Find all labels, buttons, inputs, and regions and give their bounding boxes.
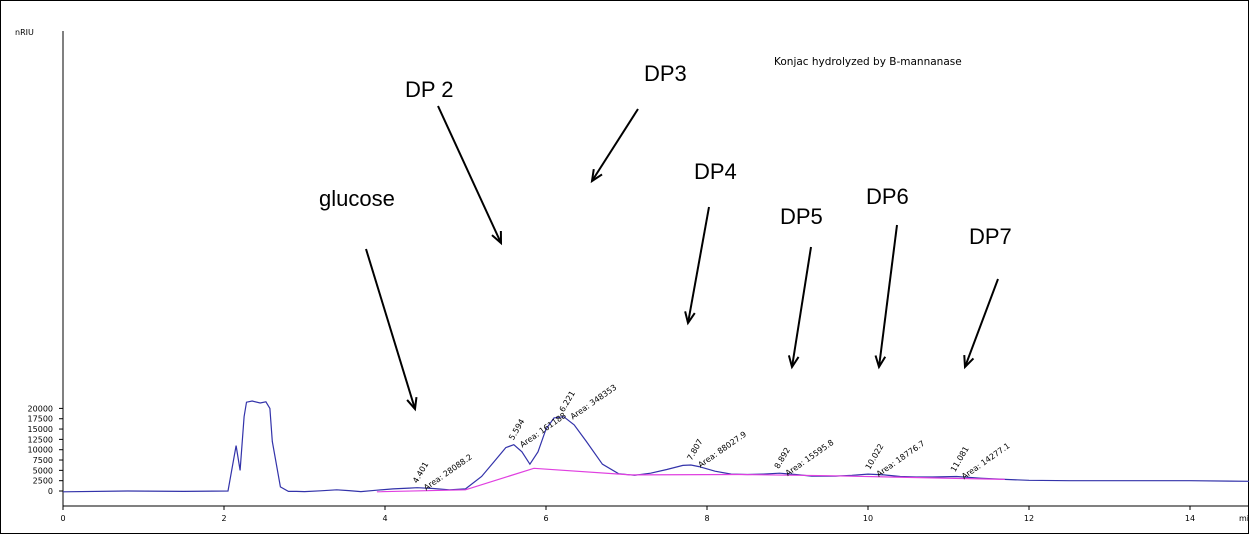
annotation-arrow-shaft [437, 105, 502, 244]
peak-area-label: Area: 161188 [518, 411, 568, 449]
x-tick-label: 10 [863, 514, 873, 523]
annotation-arrow-head [684, 311, 696, 326]
annotation-arrow-shaft [878, 224, 898, 368]
annotation-arrow-head [874, 355, 887, 370]
annotation-arrow-head [491, 230, 503, 246]
peak-area-label: Area: 28088.2 [422, 452, 474, 492]
annotation-label: DP 2 [405, 77, 454, 102]
annotation-arrow-head [787, 355, 800, 370]
annotation-label: DP5 [780, 204, 823, 229]
peak-area-label: Area: 348353 [569, 383, 619, 421]
annotation-label: DP4 [694, 159, 737, 184]
annotation-label: DP3 [644, 61, 687, 86]
peak-area-label: Area: 15595.8 [784, 438, 836, 478]
y-axis-label: nRIU [15, 28, 34, 37]
annotation-arrow-shaft [591, 108, 639, 182]
chart-title: Konjac hydrolyzed by B-mannanase [774, 56, 962, 68]
x-tick-label: 4 [382, 514, 387, 523]
annotation-arrow-shaft [365, 248, 416, 410]
peak-area-label: Area: 88027.9 [696, 430, 748, 470]
series-lines [62, 400, 1249, 493]
y-tick-label: 17500 [28, 415, 53, 424]
annotation-label: DP6 [866, 184, 909, 209]
annotation-label: glucose [319, 186, 395, 211]
x-tick-label: 0 [60, 514, 65, 523]
x-tick-label: 14 [1185, 514, 1195, 523]
signal-line [62, 400, 1249, 493]
annotation-arrow-head [406, 396, 418, 412]
annotation-arrows: glucose DP 2 DP3 DP4 DP5 DP6 DP7 [319, 61, 1012, 412]
y-tick-label: 12500 [28, 435, 53, 444]
peak-area-label: Area: 14277.1 [960, 441, 1012, 481]
axis-ticks: 0 2 4 6 8 10 12 1402500500075001000012500150001… [28, 404, 1196, 523]
y-tick-label: 7500 [33, 456, 53, 465]
x-tick-label: 8 [704, 514, 709, 523]
x-tick-label: 6 [543, 514, 548, 523]
y-tick-label: 0 [48, 487, 53, 496]
annotation-arrow-shaft [964, 278, 999, 368]
annotation-arrow-head [590, 168, 603, 184]
annotation-arrow-shaft [791, 246, 812, 368]
x-axis-label: mi [1239, 514, 1249, 523]
y-tick-label: 2500 [33, 477, 53, 486]
annotation-arrow-shaft [687, 206, 710, 324]
y-tick-label: 5000 [33, 466, 53, 475]
annotation-arrow-head [963, 354, 975, 370]
y-tick-label: 10000 [28, 446, 53, 455]
x-tick-label: 12 [1024, 514, 1034, 523]
y-tick-label: 20000 [28, 404, 53, 413]
peak-area-label: Area: 18776.7 [875, 439, 927, 479]
baseline-line [376, 467, 1005, 493]
annotation-label: DP7 [969, 224, 1012, 249]
x-tick-label: 2 [221, 514, 226, 523]
y-tick-label: 15000 [28, 425, 53, 434]
